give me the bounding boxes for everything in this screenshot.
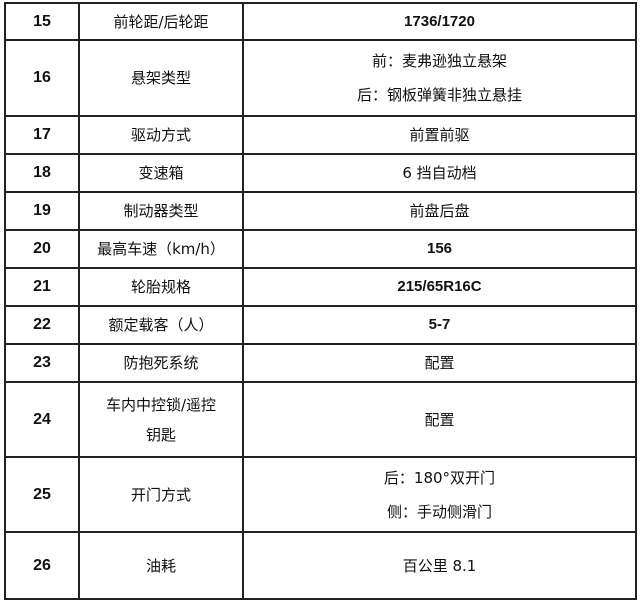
- spec-value-line: 前置前驱: [409, 126, 470, 144]
- table-row: 24 车内中控锁/遥控 钥匙 配置: [4, 381, 637, 458]
- spec-name: 前轮距/后轮距: [78, 2, 244, 41]
- spec-value: 5-7: [242, 305, 637, 345]
- spec-name-line: 轮胎规格: [130, 278, 191, 296]
- row-number: 24: [4, 381, 80, 458]
- spec-name-line: 开门方式: [130, 485, 191, 504]
- spec-name-line: 车内中控锁/遥控: [105, 395, 217, 414]
- spec-value-line: 156: [426, 240, 453, 257]
- row-number: 19: [4, 191, 80, 231]
- row-number: 18: [4, 153, 80, 193]
- table-row: 19 制动器类型 前盘后盘: [4, 191, 637, 231]
- spec-name: 驱动方式: [78, 115, 244, 155]
- row-number: 20: [4, 229, 80, 269]
- spec-table: 15 前轮距/后轮距 1736/1720 16 悬架类型 前：麦弗逊独立悬架 后：钢板弹簧非…: [4, 2, 637, 600]
- table-row: 21 轮胎规格 215/65R16C: [4, 267, 637, 307]
- spec-value-line: 6 挡自动档: [402, 164, 477, 182]
- spec-name: 额定载客（人）: [78, 305, 244, 345]
- spec-value-line: 后：180°双开门: [383, 468, 496, 487]
- spec-value-line: 配置: [424, 354, 455, 372]
- spec-name-line: 钥匙: [145, 425, 176, 444]
- spec-value: 1736/1720: [242, 2, 637, 41]
- spec-name-line: 制动器类型: [123, 202, 199, 220]
- row-number: 21: [4, 267, 80, 307]
- table-row: 17 驱动方式 前置前驱: [4, 115, 637, 155]
- spec-name: 防抱死系统: [78, 343, 244, 383]
- spec-value-line: 前：麦弗逊独立悬架: [371, 52, 507, 70]
- spec-value: 215/65R16C: [242, 267, 637, 307]
- spec-value: 配置: [242, 343, 637, 383]
- spec-name-line: 油耗: [145, 556, 176, 575]
- spec-name: 悬架类型: [78, 39, 244, 117]
- spec-value: 百公里 8.1: [242, 531, 637, 600]
- spec-name-line: 悬架类型: [130, 69, 191, 87]
- table-row: 25 开门方式 后：180°双开门 侧：手动侧滑门: [4, 456, 637, 533]
- spec-value: 156: [242, 229, 637, 269]
- table-row: 18 变速箱 6 挡自动档: [4, 153, 637, 193]
- spec-name: 车内中控锁/遥控 钥匙: [78, 381, 244, 458]
- spec-name-line: 变速箱: [138, 164, 184, 182]
- spec-value: 前置前驱: [242, 115, 637, 155]
- spec-value: 前盘后盘: [242, 191, 637, 231]
- spec-value-line: 215/65R16C: [397, 278, 482, 295]
- spec-name-line: 额定载客（人）: [108, 316, 214, 334]
- spec-name: 最高车速（km/h）: [78, 229, 244, 269]
- row-number: 25: [4, 456, 80, 533]
- table-row: 16 悬架类型 前：麦弗逊独立悬架 后：钢板弹簧非独立悬挂: [4, 39, 637, 117]
- spec-value-line: 侧：手动侧滑门: [386, 502, 492, 521]
- spec-name: 变速箱: [78, 153, 244, 193]
- row-number: 15: [4, 2, 80, 41]
- table-row: 22 额定载客（人） 5-7: [4, 305, 637, 345]
- spec-value-line: 后：钢板弹簧非独立悬挂: [356, 86, 522, 104]
- spec-name: 油耗: [78, 531, 244, 600]
- spec-name: 开门方式: [78, 456, 244, 533]
- spec-name: 轮胎规格: [78, 267, 244, 307]
- spec-name: 制动器类型: [78, 191, 244, 231]
- spec-value-line: 5-7: [428, 316, 451, 333]
- row-number: 23: [4, 343, 80, 383]
- spec-value: 6 挡自动档: [242, 153, 637, 193]
- table-row: 15 前轮距/后轮距 1736/1720: [4, 2, 637, 41]
- table-row: 20 最高车速（km/h） 156: [4, 229, 637, 269]
- spec-name-line: 前轮距/后轮距: [113, 12, 209, 31]
- table-row: 26 油耗 百公里 8.1: [4, 531, 637, 600]
- spec-value-line: 百公里 8.1: [402, 556, 477, 575]
- spec-value: 前：麦弗逊独立悬架 后：钢板弹簧非独立悬挂: [242, 39, 637, 117]
- row-number: 17: [4, 115, 80, 155]
- row-number: 26: [4, 531, 80, 600]
- spec-name-line: 防抱死系统: [123, 354, 199, 372]
- spec-value-line: 配置: [424, 410, 455, 429]
- spec-name-line: 驱动方式: [130, 126, 191, 144]
- spec-value-line: 1736/1720: [404, 12, 475, 30]
- spec-value-line: 前盘后盘: [409, 202, 470, 220]
- table-row: 23 防抱死系统 配置: [4, 343, 637, 383]
- spec-value: 配置: [242, 381, 637, 458]
- spec-value: 后：180°双开门 侧：手动侧滑门: [242, 456, 637, 533]
- row-number: 22: [4, 305, 80, 345]
- row-number: 16: [4, 39, 80, 117]
- spec-name-line: 最高车速（km/h）: [97, 240, 225, 258]
